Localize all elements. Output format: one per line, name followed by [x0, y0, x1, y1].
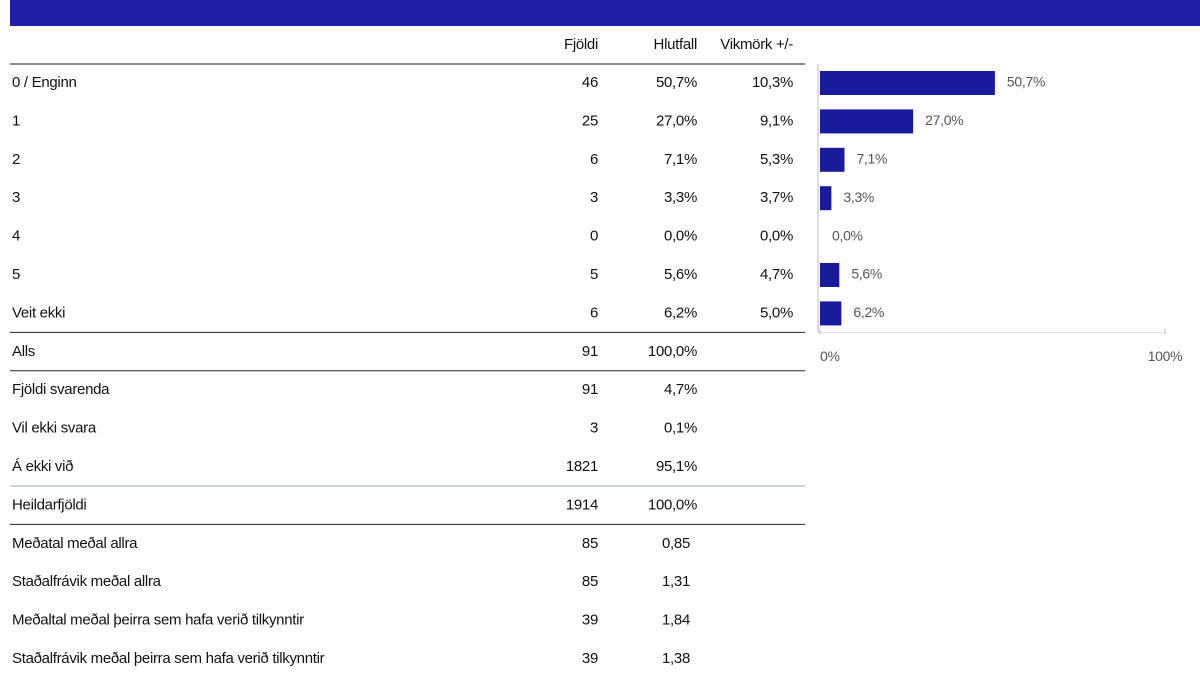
- cell: 6: [590, 151, 598, 168]
- cell: 5,0%: [760, 304, 793, 321]
- cell: 5,3%: [760, 151, 793, 168]
- cell: 1821: [566, 458, 598, 475]
- row-label: Staðalfrávik meðal þeirra sem hafa verið…: [12, 650, 325, 667]
- cell: 10,3%: [752, 74, 793, 91]
- row-label: 3: [12, 189, 20, 206]
- bar: [820, 109, 914, 134]
- row-label: Meðatal meðal allra: [12, 535, 138, 552]
- value-label: 5,6%: [851, 266, 882, 282]
- row-label: Vil ekki svara: [12, 420, 97, 437]
- row-label: Alls: [12, 343, 35, 360]
- top-banner: [10, 0, 1200, 26]
- cell: 0: [590, 228, 598, 245]
- value-label: 0,0%: [832, 227, 863, 243]
- cell: 91: [582, 381, 598, 398]
- cell: 0,0%: [760, 228, 793, 245]
- column-header: Hlutfall: [654, 36, 697, 53]
- bar: [820, 301, 842, 326]
- cell: 50,7%: [656, 74, 697, 91]
- cell: 3,7%: [760, 189, 793, 206]
- bar: [820, 147, 845, 172]
- row-label: 0 / Enginn: [12, 74, 77, 91]
- x-tick-label: 100%: [1148, 348, 1183, 364]
- bar: [820, 186, 832, 211]
- cell: 27,0%: [656, 112, 697, 129]
- cell: 1,31: [662, 573, 690, 590]
- cell: 85: [582, 573, 598, 590]
- bar: [820, 263, 840, 287]
- row-label: Staðalfrávik meðal allra: [12, 573, 162, 590]
- cell: 1,84: [662, 612, 690, 629]
- cell: 39: [582, 650, 598, 667]
- cell: 95,1%: [656, 458, 697, 475]
- row-label: 4: [12, 228, 20, 245]
- cell: 91: [582, 343, 598, 360]
- cell: 25: [582, 112, 598, 129]
- cell: 7,1%: [664, 151, 697, 168]
- cell: 1914: [566, 496, 598, 513]
- value-label: 6,2%: [853, 304, 884, 320]
- cell: 9,1%: [760, 112, 793, 129]
- row-label: Heildarfjöldi: [12, 496, 86, 513]
- cell: 3,3%: [664, 189, 697, 206]
- cell: 5: [590, 266, 598, 283]
- cell: 46: [582, 74, 598, 91]
- bar: [820, 71, 995, 95]
- row-label: Meðaltal meðal þeirra sem hafa verið til…: [12, 612, 304, 629]
- cell: 5,6%: [664, 266, 697, 283]
- row-label: 1: [12, 112, 20, 129]
- value-label: 3,3%: [843, 189, 874, 205]
- cell: 100,0%: [648, 343, 697, 360]
- x-tick-label: 0%: [820, 348, 840, 364]
- value-label: 27,0%: [925, 112, 963, 128]
- row-label: Veit ekki: [12, 304, 65, 321]
- cell: 85: [582, 535, 598, 552]
- cell: 1,38: [662, 650, 690, 667]
- cell: 4,7%: [760, 266, 793, 283]
- row-label: Fjöldi svarenda: [12, 381, 110, 398]
- column-header: Vikmörk +/-: [720, 36, 793, 53]
- cell: 6,2%: [664, 304, 697, 321]
- cell: 3: [590, 420, 598, 437]
- cell: 0,0%: [664, 228, 697, 245]
- row-label: 2: [12, 151, 20, 168]
- cell: 0,1%: [664, 420, 697, 437]
- cell: 100,0%: [648, 496, 697, 513]
- value-label: 7,1%: [856, 151, 887, 167]
- cell: 39: [582, 612, 598, 629]
- value-label: 50,7%: [1007, 74, 1045, 90]
- cell: 3: [590, 189, 598, 206]
- cell: 4,7%: [664, 381, 697, 398]
- row-label: Á ekki við: [12, 458, 73, 475]
- cell: 6: [590, 304, 598, 321]
- column-header: Fjöldi: [564, 36, 598, 53]
- row-label: 5: [12, 266, 20, 283]
- cell: 0,85: [662, 535, 690, 552]
